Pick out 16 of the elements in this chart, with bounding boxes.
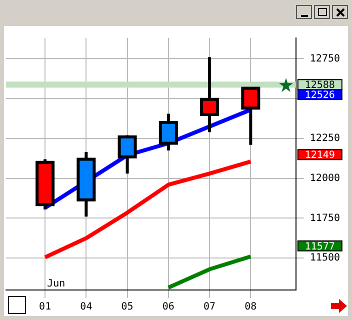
x-tick-label: 05 xyxy=(121,302,134,313)
text: 12149 xyxy=(304,150,335,162)
x-tick-label: 07 xyxy=(204,302,216,313)
ref-line-label: 12588 xyxy=(304,80,335,92)
y-tick-label: 11500 xyxy=(310,252,340,264)
x-tick-label: 06 xyxy=(162,302,174,313)
y-tick-label: 12000 xyxy=(310,172,340,184)
y-tick-label: 12250 xyxy=(310,133,340,144)
text: 11577 xyxy=(304,241,335,252)
y-tick-label: 12750 xyxy=(310,53,340,64)
x-tick-label: 04 xyxy=(80,302,92,313)
x-tick-label: 01 xyxy=(39,302,52,313)
annotation: Jun xyxy=(47,278,66,290)
text: 12526 xyxy=(304,90,335,102)
y-tick-label: 11750 xyxy=(310,212,340,224)
x-tick-label: 08 xyxy=(244,302,257,313)
